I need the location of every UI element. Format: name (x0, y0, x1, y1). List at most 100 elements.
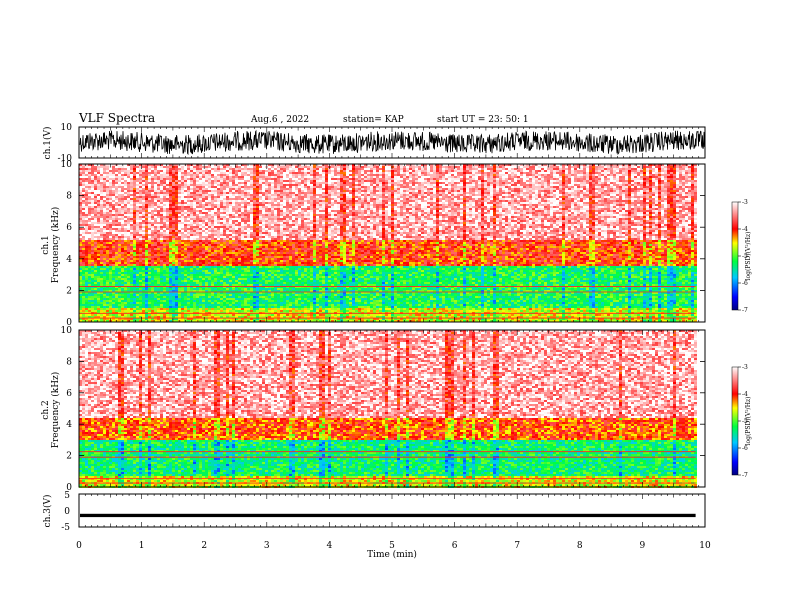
ch1-spectrogram-cell (121, 184, 124, 186)
ch1-spectrogram-cell (130, 288, 133, 290)
ch1-ytick-top: 10 (61, 123, 73, 133)
ch1-spectrogram-cell (112, 268, 115, 270)
ch1-spectrogram-cell (85, 180, 88, 182)
ch1-spectrogram-cell (112, 212, 115, 214)
ch1-spectrogram-cell (94, 308, 97, 310)
ch1-spectrogram-cell (118, 284, 121, 286)
ch1-spectrogram-cell (118, 232, 121, 234)
ch1-spectrogram-cell (85, 248, 88, 250)
ch1-spectrogram-cell (103, 208, 106, 210)
ch1-spectrogram-cell (103, 192, 106, 194)
ch1-spectrogram-cell (109, 254, 112, 256)
ch1-spectrogram-cell (106, 196, 109, 198)
ch1-spectrogram-cell (112, 304, 115, 306)
ch1-spectrogram-cell (130, 222, 133, 224)
ch1-spectrogram-cell (124, 296, 127, 298)
ch1-spectrogram-cell (100, 314, 103, 316)
ch1-spectrogram-cell (130, 218, 133, 220)
ch1-spectrogram-cell (109, 170, 112, 172)
ch1-spectrogram-cell (121, 224, 124, 226)
ch1-spectrogram-cell (103, 314, 106, 316)
ch1-spectrogram-cell (82, 168, 85, 170)
ch1-spectrogram-cell (124, 172, 127, 174)
ch1-spectrogram-cell (133, 216, 136, 218)
ch1-spectrogram-cell (133, 248, 136, 250)
ch1-spectrogram-cell (133, 242, 136, 244)
ch1-spectrogram-cell (112, 256, 115, 258)
ch1-spectrogram-cell (85, 252, 88, 254)
ch1-spectrogram-cell (100, 282, 103, 284)
ch1-spectrogram-cell (85, 264, 88, 266)
ch1-spectrogram-cell (91, 278, 94, 280)
ch1-spectrogram-cell (91, 202, 94, 204)
ch1-spectrogram-cell (103, 278, 106, 280)
ch1-spectrogram-cell (118, 308, 121, 310)
ch1-spectrogram-cell (130, 186, 133, 188)
ch1-spectrogram-cell (85, 204, 88, 206)
ch1-spectrogram-cell (121, 258, 124, 260)
ch1-spectrogram-cell (109, 264, 112, 266)
ch1-spectrogram-cell (133, 192, 136, 194)
ch1-spectrogram-cell (94, 264, 97, 266)
ch1-spectrogram-cell (127, 234, 130, 236)
ch1-spectrogram-cell (85, 306, 88, 308)
ch1-spectrogram-cell (97, 198, 100, 200)
ch1-spectrogram-cell (124, 252, 127, 254)
ch1-spectrogram-cell (106, 266, 109, 268)
ch1-spectrogram-cell (97, 248, 100, 250)
ch1-spectrogram-cell (121, 262, 124, 264)
ch1-spectrogram-cell (127, 174, 130, 176)
ch1-spectrogram-cell (94, 228, 97, 230)
ch1-spectrogram-cell (130, 238, 133, 240)
ch1-spectrogram-cell (103, 176, 106, 178)
ch1-spectrogram-cell (103, 174, 106, 176)
ch1-spectrogram-cell (94, 186, 97, 188)
ch1-spectrogram-cell (91, 176, 94, 178)
ch1-spectrogram-cell (121, 276, 124, 278)
ch1-spectrogram-cell (106, 214, 109, 216)
ch1-spectrogram-cell (118, 280, 121, 282)
ch1-spectrogram-cell (121, 304, 124, 306)
ch1-spectrogram-cell (103, 204, 106, 206)
ch1-spectrogram-cell (124, 240, 127, 242)
ch1-spectrogram-cell (97, 256, 100, 258)
ch1-spectrogram-cell (100, 280, 103, 282)
ch1-spectrogram-cell (127, 226, 130, 228)
ch1-spectrogram-cell (118, 194, 121, 196)
ch1-spectrogram-cell (91, 214, 94, 216)
ch1-spectrogram-cell (106, 294, 109, 296)
ch1-spectrogram-cell (115, 254, 118, 256)
ch1-spectrogram-cell (118, 304, 121, 306)
ch1-spectrogram-cell (106, 224, 109, 226)
ch1-spectrogram-cell (100, 300, 103, 302)
ch1-spectrogram-cell (133, 200, 136, 202)
ch1-spectrogram-cell (124, 258, 127, 260)
ch1-spectrogram-cell (112, 174, 115, 176)
ch1-spectrogram-cell (133, 190, 136, 192)
ch1-spectrogram-cell (130, 232, 133, 234)
ch1-spectrogram-cell (127, 184, 130, 186)
ch1-spectrogram-cell (121, 248, 124, 250)
ch1-spectrogram-cell (85, 230, 88, 232)
ch1-spectrogram-cell (97, 200, 100, 202)
ch1-spectrogram-cell (106, 298, 109, 300)
ch1-spectrogram-cell (85, 182, 88, 184)
ch1-spectrogram-cell (130, 236, 133, 238)
ch1-spectrogram-cell (94, 200, 97, 202)
ch1-spectrogram-cell (127, 198, 130, 200)
ch1-spectrogram-cell (109, 214, 112, 216)
ch1-spectrogram-cell (82, 256, 85, 258)
ch1-spectrogram-cell (127, 180, 130, 182)
ch1-spectrogram-cell (100, 232, 103, 234)
ch1-spectrogram-cell (85, 262, 88, 264)
ch1-spectrogram-cell (121, 288, 124, 290)
ch1-spectrogram-cell (103, 306, 106, 308)
ch1-spectrogram-cell (85, 274, 88, 276)
ch1-spectrogram-cell (124, 224, 127, 226)
ch1-spectrogram-cell (91, 306, 94, 308)
ch1-spectrogram-cell (82, 274, 85, 276)
ch1-spectrogram-cell (130, 212, 133, 214)
ch1-spectrogram-cell (103, 186, 106, 188)
ch1-spectrogram-cell (124, 254, 127, 256)
ch1-spectrogram-cell (103, 190, 106, 192)
